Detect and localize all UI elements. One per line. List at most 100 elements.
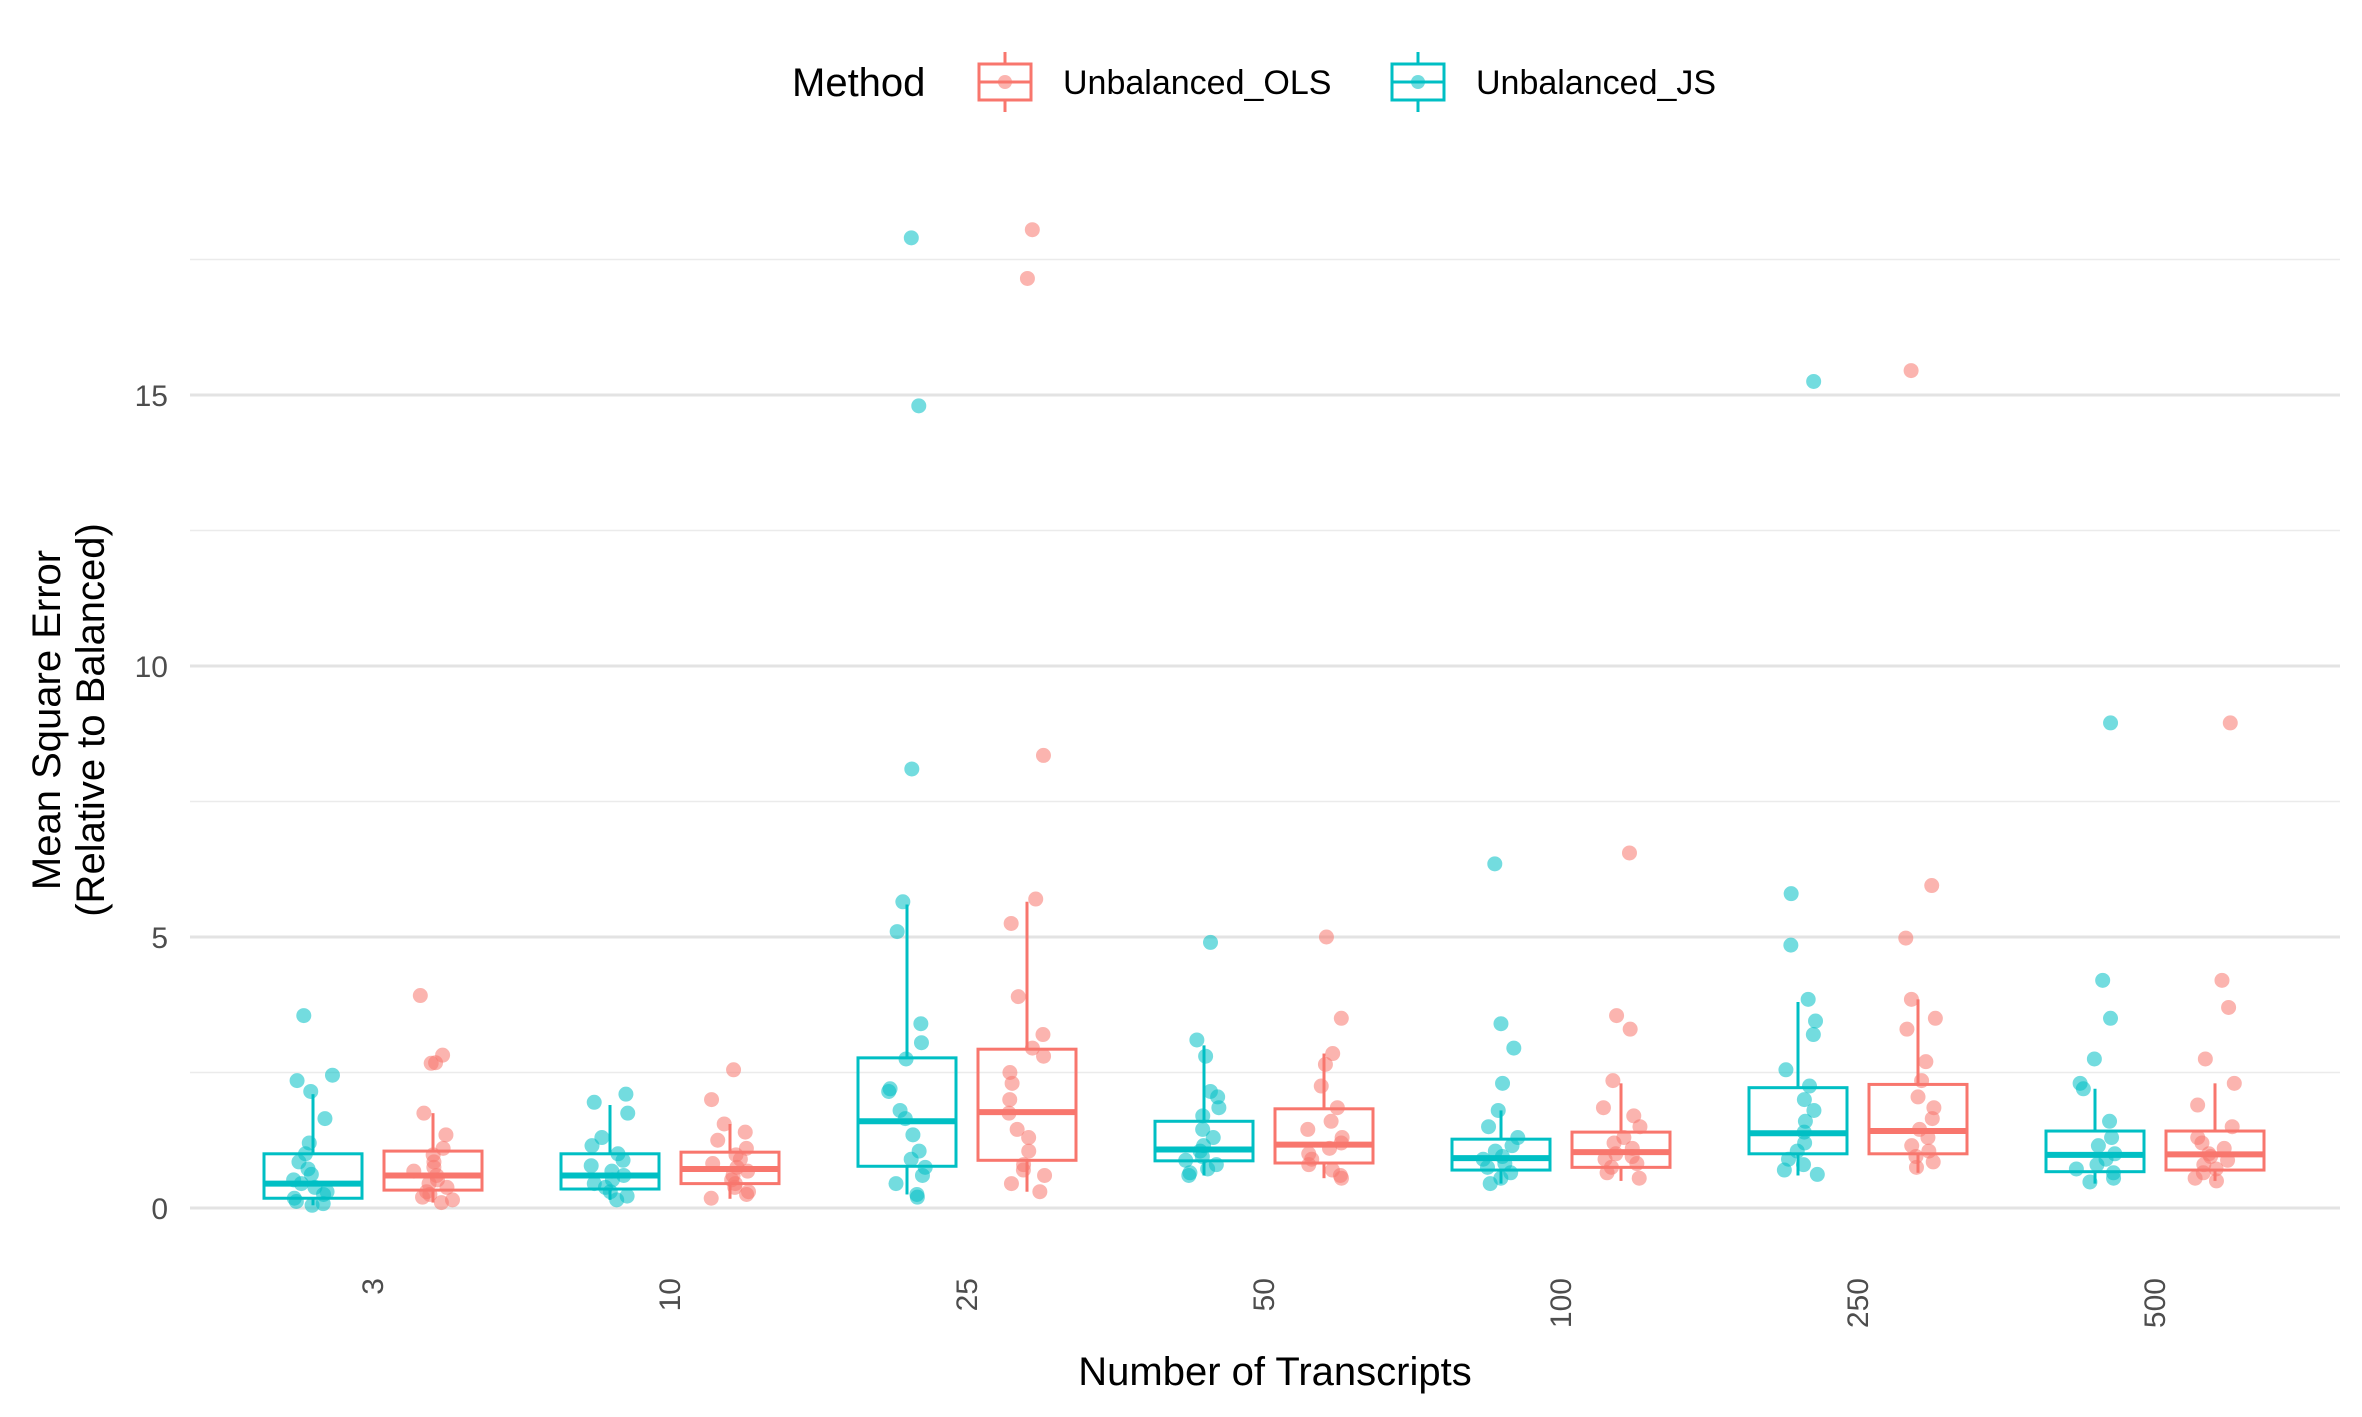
box	[856, 904, 958, 1195]
data-point	[1495, 1075, 1511, 1091]
data-point	[737, 1124, 753, 1140]
data-point	[2089, 1157, 2105, 1173]
data-point	[288, 1193, 304, 1209]
data-point	[1482, 1176, 1498, 1192]
data-point	[1605, 1073, 1621, 1089]
data-point	[2222, 715, 2238, 731]
data-point	[1036, 1048, 1052, 1064]
data-point	[315, 1196, 331, 1212]
data-point	[1019, 270, 1035, 286]
legend-label: Unbalanced_OLS	[1063, 64, 1331, 102]
data-point	[726, 1062, 742, 1078]
box-iqr	[856, 1056, 958, 1168]
box-iqr	[1450, 1137, 1552, 1172]
box	[1450, 1110, 1552, 1184]
box	[2044, 1088, 2146, 1184]
data-point	[905, 1127, 921, 1143]
data-point	[1924, 1111, 1940, 1127]
data-point	[2090, 1138, 2106, 1154]
data-point	[739, 1186, 755, 1202]
data-point	[416, 1105, 432, 1121]
legend-item: Unbalanced_OLS	[977, 52, 1331, 112]
data-point	[1908, 1159, 1924, 1175]
legend-key-point	[998, 75, 1012, 89]
box	[1153, 1045, 1255, 1176]
data-point	[1910, 1089, 1926, 1105]
data-point	[2194, 1135, 2210, 1151]
data-point	[1783, 937, 1799, 953]
data-point	[1805, 1027, 1821, 1043]
data-point	[594, 1130, 610, 1146]
data-point	[1800, 991, 1816, 1007]
data-point	[2106, 1170, 2122, 1186]
data-point	[1021, 1130, 1037, 1146]
data-point	[303, 1083, 319, 1099]
box-iqr	[382, 1149, 484, 1192]
data-point	[1778, 1062, 1794, 1078]
data-point	[1015, 1162, 1031, 1178]
data-point	[1200, 1161, 1216, 1177]
box-iqr	[1867, 1082, 1969, 1156]
data-point	[412, 988, 428, 1004]
box-iqr	[2164, 1129, 2266, 1172]
box	[262, 1094, 364, 1206]
data-point	[1595, 1100, 1611, 1116]
data-point	[1621, 845, 1637, 861]
data-point	[1609, 1008, 1625, 1024]
x-axis-ticks: 3 10 25 50 100 250 500	[357, 1278, 2172, 1328]
grid-lines	[190, 258, 2340, 1210]
data-point	[1631, 1170, 1647, 1186]
data-point	[618, 1086, 634, 1102]
data-point	[1313, 1078, 1329, 1094]
data-point	[303, 1166, 319, 1182]
data-point	[888, 1176, 904, 1192]
data-point	[1918, 1054, 1934, 1070]
data-point	[1037, 1167, 1053, 1183]
data-point	[913, 1035, 929, 1051]
box	[2164, 1083, 2266, 1181]
legend-key-point	[1411, 75, 1425, 89]
data-point	[1903, 991, 1919, 1007]
data-point	[1333, 1010, 1349, 1026]
data-point	[2075, 1081, 2091, 1097]
data-point	[1181, 1167, 1197, 1183]
boxes	[262, 901, 2266, 1206]
data-point	[2103, 715, 2119, 731]
data-point	[1796, 1092, 1812, 1108]
data-point	[2190, 1097, 2206, 1113]
data-point	[716, 1116, 732, 1132]
data-point	[1004, 1075, 1020, 1091]
legend-title: Method	[792, 61, 925, 105]
data-point	[1479, 1159, 1495, 1175]
data-points	[286, 222, 2242, 1213]
legend-item: Unbalanced_JS	[1390, 52, 1716, 112]
data-point	[1806, 1102, 1822, 1118]
data-point	[615, 1152, 631, 1168]
data-point	[1010, 989, 1026, 1005]
data-point	[1802, 1078, 1818, 1094]
box-iqr	[976, 1047, 1078, 1162]
data-point	[2095, 972, 2111, 988]
box-iqr	[1273, 1107, 1375, 1165]
data-point	[1487, 856, 1503, 872]
data-point	[1333, 1170, 1349, 1186]
box	[679, 1123, 781, 1199]
box	[559, 1105, 661, 1200]
data-point	[1490, 1102, 1506, 1118]
y-tick-label: 5	[151, 922, 168, 955]
data-point	[1776, 1162, 1792, 1178]
data-point	[2214, 972, 2230, 988]
x-tick-label: 500	[2139, 1278, 2172, 1328]
data-point	[1195, 1121, 1211, 1137]
data-point	[2103, 1010, 2119, 1026]
y-tick-label: 10	[135, 651, 168, 684]
data-point	[1028, 891, 1044, 907]
data-point	[586, 1094, 602, 1110]
data-point	[2221, 999, 2237, 1015]
data-point	[584, 1138, 600, 1154]
x-tick-label: 100	[1545, 1278, 1578, 1328]
data-point	[433, 1195, 449, 1211]
data-point	[2226, 1075, 2242, 1091]
y-axis-title-line: Mean Square Error	[25, 550, 69, 890]
box	[382, 1113, 484, 1203]
